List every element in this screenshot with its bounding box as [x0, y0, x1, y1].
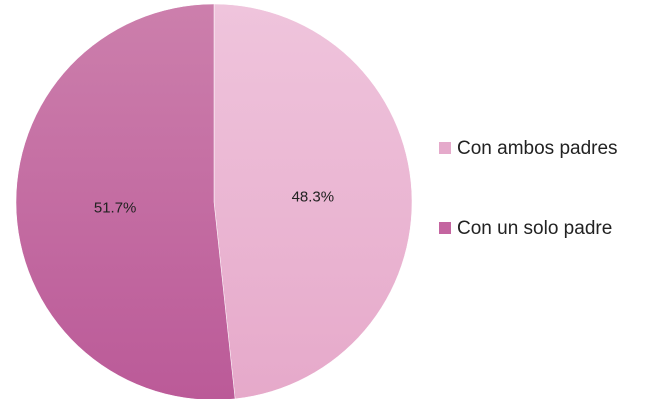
legend: Con ambos padres Con un solo padre — [439, 138, 618, 239]
legend-label-2: Con un solo padre — [457, 218, 612, 239]
legend-swatch-1 — [439, 142, 451, 154]
legend-label-1: Con ambos padres — [457, 138, 618, 159]
pie-slices — [15, 3, 413, 399]
pie-data-labels: 48.3% 51.7% — [94, 189, 334, 217]
pie-slice-2 — [15, 3, 236, 399]
legend-swatch-2 — [439, 222, 451, 234]
pie-slice-1 — [213, 3, 413, 399]
slice-value-label-2: 51.7% — [94, 199, 137, 216]
slice-value-label-1: 48.3% — [292, 189, 335, 206]
